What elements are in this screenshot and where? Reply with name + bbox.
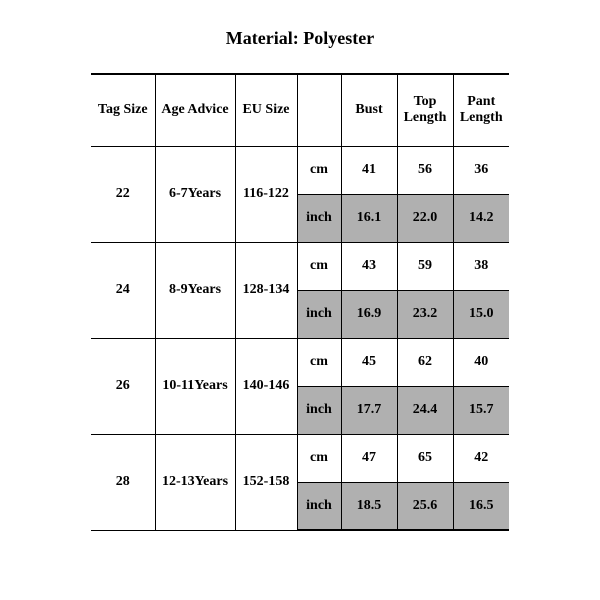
cell-unit-cm: cm <box>297 434 341 482</box>
col-age-advice: Age Advice <box>155 74 235 146</box>
cell-tag: 26 <box>91 338 155 434</box>
cell-age: 10-11Years <box>155 338 235 434</box>
cell-pant-cm: 36 <box>453 146 509 194</box>
cell-eu: 116-122 <box>235 146 297 242</box>
cell-eu: 128-134 <box>235 242 297 338</box>
cell-unit-cm: cm <box>297 146 341 194</box>
col-unit <box>297 74 341 146</box>
col-bust: Bust <box>341 74 397 146</box>
header-row: Tag Size Age Advice EU Size Bust Top Len… <box>91 74 509 146</box>
col-top-length: Top Length <box>397 74 453 146</box>
cell-top-cm: 62 <box>397 338 453 386</box>
cell-eu: 140-146 <box>235 338 297 434</box>
cell-pant-inch: 14.2 <box>453 194 509 242</box>
col-tag-size: Tag Size <box>91 74 155 146</box>
cell-pant-cm: 42 <box>453 434 509 482</box>
cell-bust-inch: 17.7 <box>341 386 397 434</box>
cell-bust-cm: 47 <box>341 434 397 482</box>
cell-unit-cm: cm <box>297 242 341 290</box>
cell-tag: 28 <box>91 434 155 530</box>
cell-unit-inch: inch <box>297 194 341 242</box>
cell-bust-cm: 43 <box>341 242 397 290</box>
cell-bust-inch: 18.5 <box>341 482 397 530</box>
col-eu-size: EU Size <box>235 74 297 146</box>
cell-age: 12-13Years <box>155 434 235 530</box>
page: Material: Polyester Tag Size Age Advice … <box>0 0 600 600</box>
cell-age: 8-9Years <box>155 242 235 338</box>
cell-age: 6-7Years <box>155 146 235 242</box>
table-row: 226-7Years116-122cm415636 <box>91 146 509 194</box>
cell-pant-inch: 15.7 <box>453 386 509 434</box>
table-row: 2812-13Years152-158cm476542 <box>91 434 509 482</box>
cell-top-inch: 22.0 <box>397 194 453 242</box>
cell-pant-inch: 15.0 <box>453 290 509 338</box>
cell-top-inch: 25.6 <box>397 482 453 530</box>
cell-bust-cm: 41 <box>341 146 397 194</box>
cell-bust-cm: 45 <box>341 338 397 386</box>
cell-unit-cm: cm <box>297 338 341 386</box>
cell-tag: 22 <box>91 146 155 242</box>
cell-bust-inch: 16.9 <box>341 290 397 338</box>
cell-top-cm: 65 <box>397 434 453 482</box>
col-pant-length: Pant Length <box>453 74 509 146</box>
page-title: Material: Polyester <box>0 28 600 49</box>
cell-top-cm: 56 <box>397 146 453 194</box>
cell-pant-cm: 38 <box>453 242 509 290</box>
cell-unit-inch: inch <box>297 386 341 434</box>
cell-top-cm: 59 <box>397 242 453 290</box>
cell-pant-cm: 40 <box>453 338 509 386</box>
cell-bust-inch: 16.1 <box>341 194 397 242</box>
size-table: Tag Size Age Advice EU Size Bust Top Len… <box>91 73 509 531</box>
cell-unit-inch: inch <box>297 482 341 530</box>
table-body: 226-7Years116-122cm415636inch16.122.014.… <box>91 146 509 530</box>
cell-tag: 24 <box>91 242 155 338</box>
cell-top-inch: 24.4 <box>397 386 453 434</box>
cell-eu: 152-158 <box>235 434 297 530</box>
cell-top-inch: 23.2 <box>397 290 453 338</box>
table-row: 248-9Years128-134cm435938 <box>91 242 509 290</box>
table-row: 2610-11Years140-146cm456240 <box>91 338 509 386</box>
cell-pant-inch: 16.5 <box>453 482 509 530</box>
cell-unit-inch: inch <box>297 290 341 338</box>
